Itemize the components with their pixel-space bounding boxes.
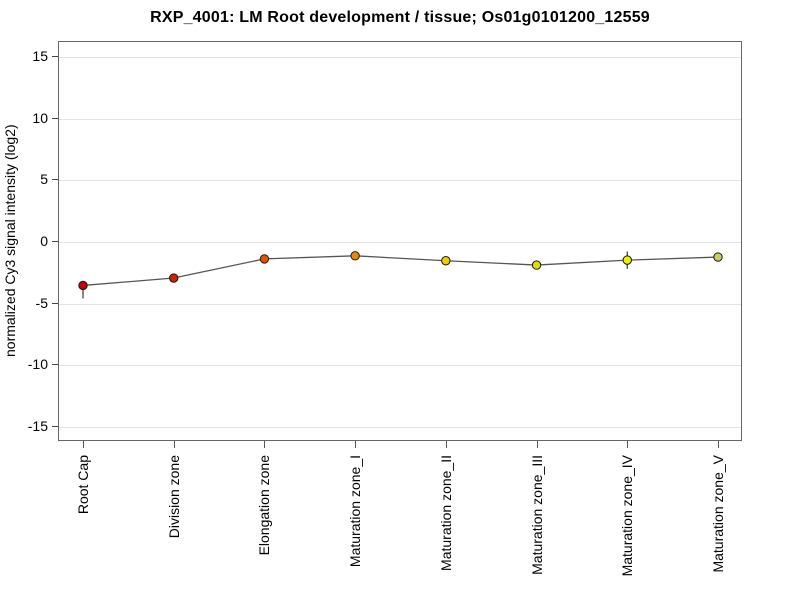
x-axis-tick-4: [445, 441, 447, 448]
x-tick-label: Maturation zone_IV: [619, 455, 636, 577]
y-axis-tick-5: [52, 179, 58, 181]
x-axis-tick-1: [173, 441, 175, 448]
y-tick-label--15: -15: [27, 418, 48, 435]
x-axis-tick-6: [627, 441, 629, 448]
y-tick-label-5: 5: [40, 171, 48, 188]
x-axis-tick-0: [83, 441, 84, 448]
x-axis-tick-7: [718, 441, 719, 448]
y-tick-label--5: -5: [35, 294, 48, 311]
y-tick-label-10: 10: [32, 109, 48, 126]
gridline-y-15: [59, 56, 741, 58]
y-axis-tick-15: [52, 55, 58, 57]
gridline-y-5: [59, 180, 741, 182]
x-axis-tick-2: [264, 441, 266, 448]
x-axis-tick-5: [536, 441, 538, 448]
y-axis-tick-0: [52, 241, 58, 242]
x-axis-tick-3: [355, 441, 357, 448]
y-tick-label--10: -10: [27, 356, 48, 373]
gridline-y--10: [59, 365, 741, 367]
x-tick-label: Root Cap: [75, 455, 91, 515]
plot-area: [58, 41, 742, 441]
x-tick-label: Division zone: [165, 455, 182, 539]
x-tick-label: Elongation zone: [256, 455, 273, 556]
x-tick-label: Maturation zone_III: [528, 455, 545, 575]
y-axis-tick--15: [52, 426, 58, 428]
gridline-y--15: [59, 427, 741, 429]
x-tick-label: Maturation zone_I: [347, 455, 364, 568]
gridline-y--5: [59, 303, 741, 305]
y-tick-label-0: 0: [40, 233, 48, 249]
gridline-y-0: [59, 242, 741, 243]
gridline-y-10: [59, 118, 741, 120]
chart-title: RXP_4001: LM Root development / tissue; …: [150, 9, 650, 26]
y-axis-tick-10: [52, 117, 58, 119]
x-tick-label: Maturation zone_II: [437, 455, 454, 571]
x-tick-label: Maturation zone_V: [710, 455, 726, 573]
y-axis-tick--10: [52, 364, 58, 366]
y-axis-tick--5: [52, 302, 58, 304]
y-tick-label-15: 15: [32, 47, 48, 64]
